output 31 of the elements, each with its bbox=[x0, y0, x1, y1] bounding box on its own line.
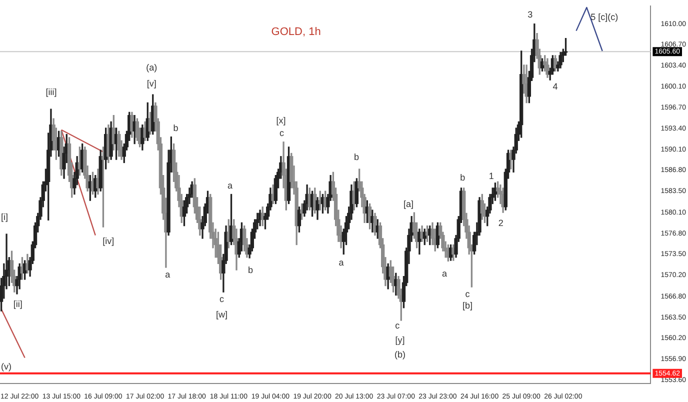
annotation: [x] bbox=[276, 116, 286, 126]
annotation: (a) bbox=[146, 62, 158, 73]
annotation: [y] bbox=[395, 335, 405, 346]
annotation: 2 bbox=[498, 218, 504, 228]
annotation: [iii] bbox=[46, 87, 57, 98]
annotation: (v) bbox=[0, 362, 12, 372]
annotation: a bbox=[338, 258, 344, 268]
annotation: 4 bbox=[552, 81, 558, 92]
annotation: 1 bbox=[488, 171, 494, 182]
annotation: [b] bbox=[462, 300, 473, 310]
text: GOLD, 1h bbox=[271, 26, 321, 38]
annotation: [a] bbox=[404, 198, 414, 209]
annotation: [ii] bbox=[13, 299, 22, 310]
annotation: b bbox=[354, 152, 360, 162]
annotation: b bbox=[248, 265, 253, 276]
annotation: c bbox=[395, 320, 400, 331]
annotation: a bbox=[442, 268, 447, 278]
annotation: [iv] bbox=[102, 236, 114, 246]
annotation: [w] bbox=[216, 309, 228, 320]
annotation: c bbox=[465, 289, 470, 300]
annotation: b bbox=[173, 123, 178, 134]
annotation: 5 [c](c) bbox=[590, 12, 618, 22]
annotation: [v] bbox=[146, 78, 156, 88]
annotation: [i] bbox=[0, 212, 8, 222]
annotation: 3 bbox=[528, 10, 533, 20]
annotation: (b) bbox=[394, 350, 406, 360]
annotation: a bbox=[165, 270, 170, 280]
annotation: a bbox=[228, 180, 233, 191]
annotation: b bbox=[460, 172, 466, 182]
annotation: c bbox=[220, 294, 225, 304]
annotation: c bbox=[280, 128, 284, 138]
